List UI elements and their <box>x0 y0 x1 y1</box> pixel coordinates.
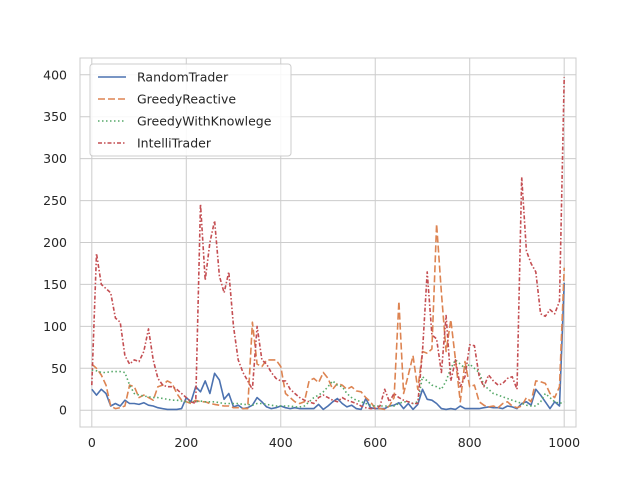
legend-box <box>89 63 292 157</box>
x-axis-tick-labels: 0 200 400 600 800 1000 <box>88 435 580 450</box>
y-tick-label: 100 <box>43 319 67 334</box>
plot-frame <box>79 57 577 428</box>
legend: RandomTrader GreedyReactive GreedyWithKnow… <box>89 63 292 157</box>
series-line-greedyreactive <box>91 223 565 411</box>
y-tick-label: 50 <box>51 361 67 376</box>
x-tick-label: 400 <box>269 435 293 450</box>
y-tick-label: 300 <box>43 151 67 166</box>
x-tick-label: 0 <box>88 435 96 450</box>
y-tick-label: 250 <box>43 193 67 208</box>
x-tick-label: 200 <box>174 435 198 450</box>
y-tick-label: 200 <box>43 235 67 250</box>
legend-label: GreedyWithKnowlege <box>137 114 272 129</box>
legend-label: RandomTrader <box>137 70 229 85</box>
y-tick-label: 150 <box>43 277 67 292</box>
series-line-randomtrader <box>91 282 565 411</box>
y-axis-tick-labels: 0 50 100 150 200 250 300 350 400 <box>43 67 67 417</box>
y-tick-label: 400 <box>43 67 67 82</box>
y-tick-label: 0 <box>59 403 67 418</box>
legend-label: IntelliTrader <box>137 136 212 151</box>
series-layer <box>91 77 565 411</box>
legend-label: GreedyReactive <box>137 92 236 107</box>
x-tick-label: 1000 <box>548 435 580 450</box>
x-tick-label: 800 <box>458 435 482 450</box>
x-tick-label: 600 <box>363 435 387 450</box>
series-line-intellitrader <box>91 77 565 410</box>
y-tick-label: 350 <box>43 109 67 124</box>
